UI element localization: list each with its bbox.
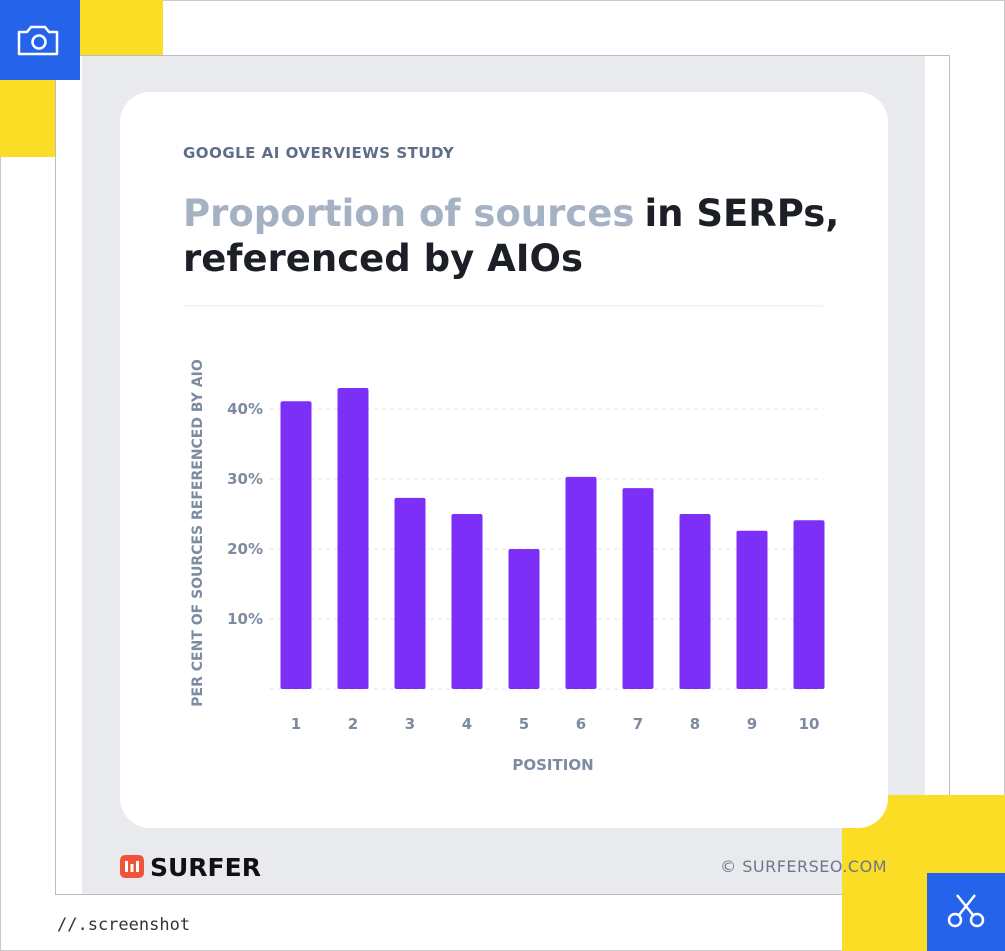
bar bbox=[280, 401, 312, 689]
chart-title: referenced by AIOs bbox=[183, 237, 583, 280]
logo-icon-part bbox=[136, 861, 139, 872]
bar bbox=[508, 549, 540, 689]
kicker: GOOGLE AI OVERVIEWS STUDY bbox=[183, 144, 455, 162]
bar bbox=[565, 476, 597, 689]
y-tick-label: 40% bbox=[227, 400, 263, 418]
x-axis-label: POSITION bbox=[512, 756, 593, 774]
x-tick-label: 8 bbox=[690, 715, 700, 733]
x-tick-label: 1 bbox=[291, 715, 301, 733]
scissors-icon bbox=[947, 894, 985, 928]
y-tick-label: 30% bbox=[227, 470, 263, 488]
chart-title: Proportion of sources in SERPs, bbox=[183, 192, 839, 235]
bar bbox=[622, 488, 654, 689]
x-tick-label: 3 bbox=[405, 715, 415, 733]
y-tick-label: 10% bbox=[227, 610, 263, 628]
x-tick-label: 7 bbox=[633, 715, 643, 733]
x-tick-label: 5 bbox=[519, 715, 529, 733]
bar bbox=[679, 514, 711, 689]
y-axis-label: PER CENT OF SOURCES REFERENCED BY AIO bbox=[190, 359, 206, 707]
bar bbox=[793, 520, 825, 689]
bar bbox=[451, 514, 483, 689]
bar bbox=[394, 497, 426, 689]
bar bbox=[337, 388, 369, 689]
x-tick-label: 4 bbox=[462, 715, 472, 733]
camera-badge bbox=[0, 0, 80, 80]
scissors-badge bbox=[927, 873, 1005, 951]
x-tick-label: 6 bbox=[576, 715, 586, 733]
x-tick-label: 2 bbox=[348, 715, 358, 733]
bar bbox=[736, 530, 768, 689]
y-tick-label: 20% bbox=[227, 540, 263, 558]
brand: SURFER bbox=[150, 853, 261, 882]
x-tick-label: 10 bbox=[799, 715, 820, 733]
x-tick-label: 9 bbox=[747, 715, 757, 733]
camera-icon bbox=[17, 25, 59, 56]
title-text: in SERPs, bbox=[644, 192, 839, 235]
caption: //.screenshot bbox=[57, 915, 190, 935]
title-highlight: Proportion of sources bbox=[183, 192, 634, 235]
logo-icon-part bbox=[125, 861, 128, 872]
credit: © SURFERSEO.COM bbox=[720, 857, 887, 876]
logo-icon-part bbox=[130, 864, 134, 872]
